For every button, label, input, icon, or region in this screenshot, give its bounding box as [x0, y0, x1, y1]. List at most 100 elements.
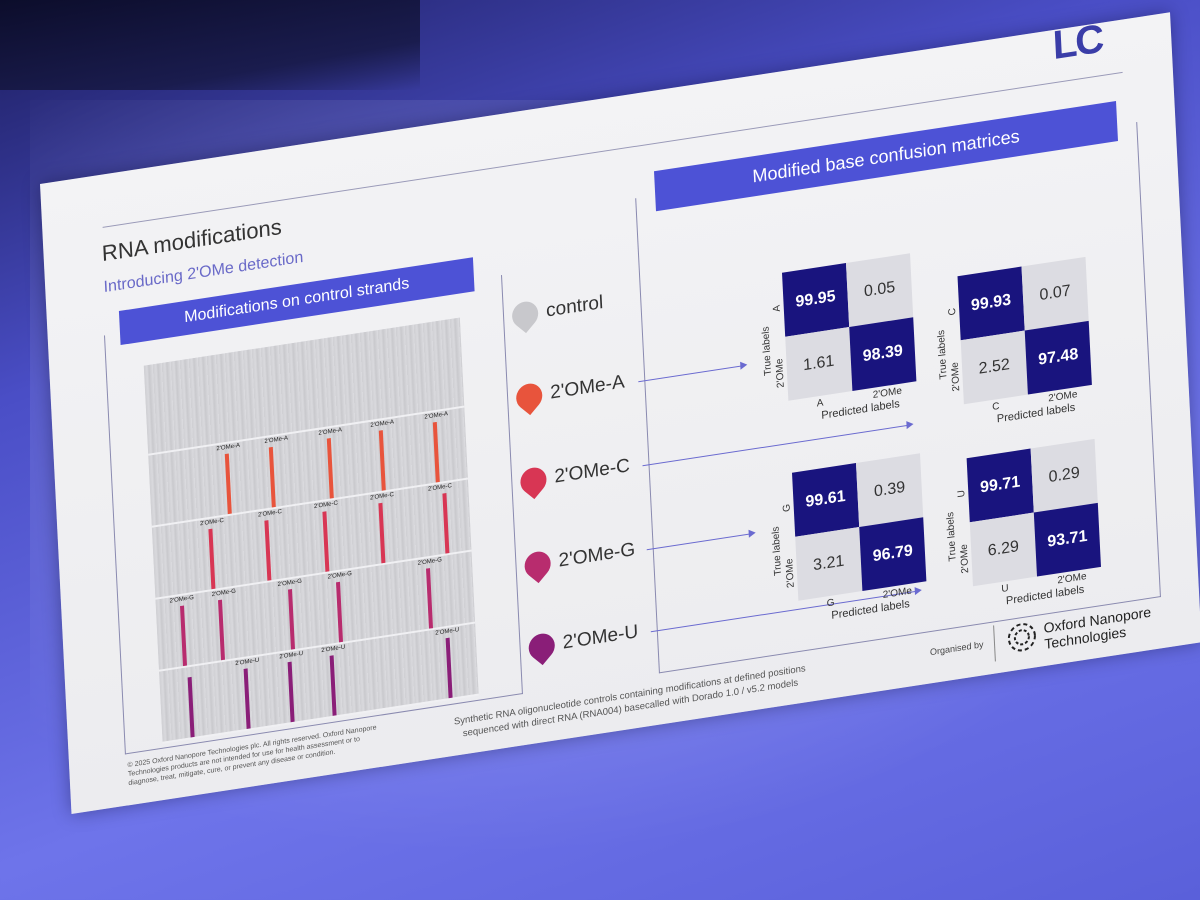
y-tick: 2'OMe: [784, 557, 797, 589]
mark-label: 2'OMe-G: [417, 557, 443, 567]
matrix-cell: 97.48: [1024, 320, 1092, 395]
matrix-cell: 93.71: [1033, 502, 1101, 577]
2ome-c-dot-icon: [515, 462, 552, 500]
matrix-cell: 0.39: [856, 453, 924, 528]
2ome-u-dot-icon: [523, 628, 561, 666]
modification-label: 2'OMe-A: [549, 371, 626, 404]
mark: [336, 581, 343, 643]
matrix-cell: 96.79: [859, 517, 927, 592]
mark: [243, 668, 251, 729]
mark: [224, 453, 232, 515]
mark: [268, 446, 276, 508]
mark: [442, 493, 450, 554]
x-tick: C: [992, 400, 1000, 414]
arrow-head-icon: [748, 528, 756, 538]
mark-label: 2'OMe-G: [211, 588, 237, 599]
y-tick: C: [947, 307, 959, 317]
x-tick: G: [826, 597, 835, 610]
presentation-slide: LC RNA modifications Introducing 2'OMe d…: [40, 12, 1200, 815]
mark-label: 2'OMe-G: [277, 578, 303, 589]
matrix-cell: 3.21: [795, 527, 863, 601]
event-logo: LC: [1051, 16, 1104, 69]
matrix-cell: 98.39: [849, 317, 917, 392]
predicted-labels-axis: Predicted labels: [996, 401, 1076, 426]
modification-label: 2'OMe-U: [562, 621, 639, 654]
true-labels-axis: True labels: [760, 325, 774, 377]
mark-label: 2'OMe-G: [327, 570, 353, 581]
matrix-cell: 99.95: [782, 263, 850, 337]
y-tick: U: [956, 489, 968, 499]
organised-by-label: Organised by: [929, 639, 984, 658]
confusion-matrix-g: 99.61 0.39 3.21 96.79 True labels G 2'OM…: [766, 449, 955, 646]
mark: [432, 421, 440, 483]
control-dot-icon: [506, 296, 544, 334]
mark: [287, 661, 295, 723]
org-divider: [993, 625, 996, 662]
predicted-labels-axis: Predicted labels: [821, 397, 900, 422]
x-tick: A: [816, 397, 824, 410]
mark: [322, 511, 330, 572]
mark: [180, 605, 187, 667]
mark-label: 2'OMe-C: [369, 491, 395, 502]
confusion-matrix-u: 99.71 0.29 6.29 93.71 True labels U 2'OM…: [941, 435, 1130, 632]
true-labels-axis: True labels: [945, 511, 959, 562]
y-tick: A: [771, 304, 783, 313]
mark: [218, 599, 225, 661]
signal-plot: 2'OMe-A 2'OMe-A 2'OMe-A 2'OMe-A 2'OMe-A …: [143, 317, 479, 744]
mark-label: 2'OMe-A: [264, 435, 289, 446]
mark-label: 2'OMe-A: [370, 419, 395, 429]
true-labels-axis: True labels: [936, 329, 950, 380]
predicted-labels-axis: Predicted labels: [1005, 583, 1085, 608]
mark-label: 2'OMe-U: [235, 657, 260, 668]
mark: [426, 568, 433, 629]
confusion-matrix-a: 99.95 0.05 1.61 98.39 True labels A 2'OM…: [756, 249, 945, 446]
modification-label: control: [545, 291, 604, 322]
matrix-cell: 0.05: [846, 253, 914, 328]
matrix-cell: 6.29: [969, 512, 1037, 587]
matrix-cell: 1.61: [785, 327, 853, 401]
room-dark-corner: [0, 0, 420, 90]
y-tick: 2'OMe: [774, 357, 787, 389]
modification-label: 2'OMe-G: [558, 538, 636, 572]
mark: [378, 502, 386, 564]
mark-label: 2'OMe-C: [199, 517, 225, 528]
mark: [187, 676, 195, 738]
nanopore-logo-icon: [1007, 623, 1036, 652]
confusion-matrix-c: 99.93 0.07 2.52 97.48 True labels C 2'OM…: [932, 253, 1121, 450]
mark: [264, 520, 272, 581]
mark: [326, 438, 334, 499]
predicted-labels-axis: Predicted labels: [831, 597, 910, 622]
y-tick: 2'OMe: [958, 543, 972, 575]
x-tick: U: [1001, 582, 1009, 596]
event-logo-subtext: [1102, 18, 1132, 23]
mark: [208, 528, 216, 590]
mark-label: 2'OMe-G: [169, 594, 195, 605]
arrow-head-icon: [740, 360, 748, 370]
2ome-g-dot-icon: [519, 546, 557, 584]
matrix-cell: 2.52: [960, 330, 1028, 405]
mark-label: 2'OMe-U: [279, 650, 304, 661]
matrix-cell: 99.93: [957, 266, 1025, 341]
y-tick: G: [781, 503, 793, 513]
mark-label: 2'OMe-U: [435, 627, 460, 637]
mark-label: 2'OMe-A: [424, 411, 449, 421]
mark-label: 2'OMe-C: [313, 500, 339, 511]
mark-label: 2'OMe-A: [216, 442, 241, 453]
matrix-cell: 0.29: [1030, 438, 1098, 513]
mark-label: 2'OMe-A: [318, 427, 343, 437]
mark: [378, 430, 386, 491]
mark-label: 2'OMe-C: [427, 483, 453, 493]
matrix-cell: 0.07: [1021, 256, 1089, 331]
mark: [288, 589, 295, 650]
mark: [445, 637, 453, 699]
true-labels-axis: True labels: [770, 525, 784, 577]
matrix-cell: 99.61: [792, 463, 860, 537]
matrix-cell: 99.71: [966, 448, 1034, 523]
mark-label: 2'OMe-U: [321, 644, 346, 655]
mark-label: 2'OMe-C: [257, 508, 283, 519]
mark: [329, 655, 337, 716]
modification-label: 2'OMe-C: [553, 455, 631, 488]
2ome-a-dot-icon: [510, 378, 548, 416]
y-tick: 2'OMe: [949, 361, 963, 393]
